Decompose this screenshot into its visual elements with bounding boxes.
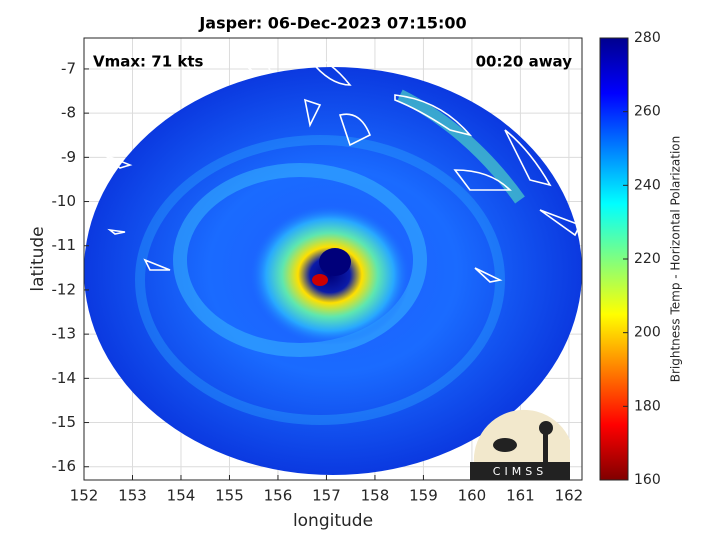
colorbar-axis: 160 180 200 220 240 260 280 xyxy=(623,30,661,488)
y-tick-label: -14 xyxy=(52,369,77,387)
rainband xyxy=(173,163,427,357)
rainband xyxy=(397,89,525,204)
x-tick-label: 157 xyxy=(312,487,341,505)
logo: CIMSS xyxy=(470,409,570,480)
imagery xyxy=(84,53,582,475)
colorbar-tick-label: 160 xyxy=(634,472,661,488)
logo-bar xyxy=(470,462,570,480)
x-tick-label: 152 xyxy=(70,487,99,505)
y-tick-label: -7 xyxy=(61,59,76,77)
colorbar-tick-label: 180 xyxy=(634,398,661,414)
x-tick-label: 154 xyxy=(167,487,196,505)
y-tick-label: -12 xyxy=(52,280,77,298)
logo-dish xyxy=(493,438,517,452)
hot-spot xyxy=(312,274,328,286)
coastline xyxy=(104,53,582,283)
y-tick-label: -13 xyxy=(52,325,77,343)
logo-text: CIMSS xyxy=(493,465,547,478)
time-away: 00:20 away xyxy=(476,53,573,71)
y-tick-label: -15 xyxy=(52,413,77,431)
x-tick-label: 158 xyxy=(361,487,390,505)
colorbar-tick-label: 220 xyxy=(634,251,661,267)
eye xyxy=(319,248,351,276)
colorbar-tick-label: 200 xyxy=(634,325,661,341)
colorbar-tick-label: 260 xyxy=(634,104,661,120)
colorbar-label: Brightness Temp - Horizontal Polarizatio… xyxy=(669,136,683,383)
title: Jasper: 06-Dec-2023 07:15:00 xyxy=(198,14,466,33)
x-tick-label: 155 xyxy=(215,487,244,505)
x-tick-label: 161 xyxy=(506,487,535,505)
logo-tank xyxy=(539,421,553,435)
axes: 152 153 154 155 156 157 158 159 160 161 162 -7 -8 -9 -… xyxy=(52,59,584,504)
y-tick-label: -11 xyxy=(52,236,77,254)
colorbar-tick-label: 240 xyxy=(634,177,661,193)
x-tick-label: 153 xyxy=(118,487,147,505)
logo-tower xyxy=(543,432,548,462)
y-tick-label: -9 xyxy=(61,148,76,166)
colorbar-tick-label: 280 xyxy=(634,30,661,46)
y-axis-label: latitude xyxy=(28,226,48,291)
plot-frame xyxy=(83,37,583,481)
vmax: Vmax: 71 kts xyxy=(93,53,203,71)
x-tick-label: 162 xyxy=(555,487,584,505)
y-tick-label: -16 xyxy=(52,457,77,475)
x-axis-label: longitude xyxy=(293,511,373,531)
x-tick-label: 160 xyxy=(458,487,487,505)
x-tick-label: 159 xyxy=(409,487,438,505)
y-tick-label: -10 xyxy=(52,192,77,210)
x-tick-label: 156 xyxy=(264,487,293,505)
y-tick-label: -8 xyxy=(61,104,76,122)
